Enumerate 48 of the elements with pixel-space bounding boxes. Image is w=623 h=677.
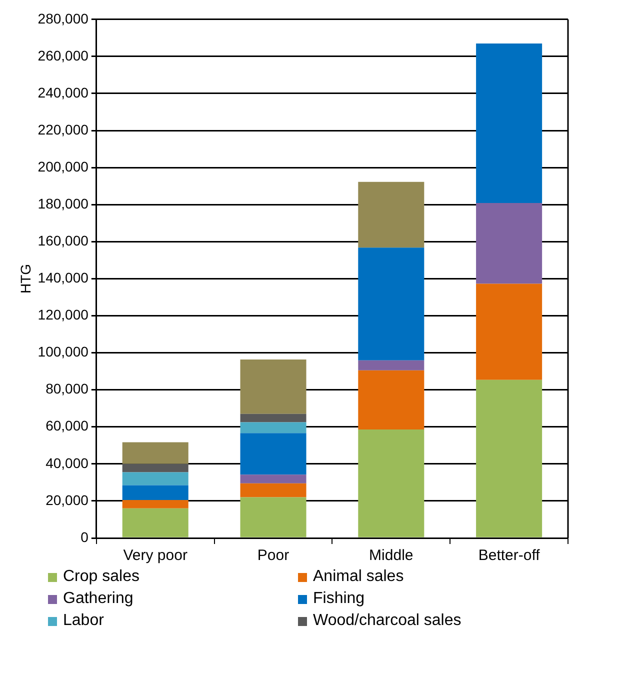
bar xyxy=(358,248,424,360)
y-tick-label: 220,000 xyxy=(38,121,89,138)
bar xyxy=(358,360,424,370)
bar xyxy=(358,429,424,538)
bar xyxy=(122,464,188,472)
bar xyxy=(476,43,542,203)
legend-label: Wood/charcoal sales xyxy=(313,612,462,630)
bar xyxy=(240,497,306,538)
y-tick-label: 160,000 xyxy=(38,232,89,249)
legend-label: Gathering xyxy=(63,590,134,608)
bar xyxy=(122,485,188,500)
y-tick-label: 240,000 xyxy=(38,84,89,100)
y-tick-label: 180,000 xyxy=(38,195,89,212)
bar xyxy=(358,370,424,430)
bar xyxy=(476,380,542,538)
bar xyxy=(240,359,306,414)
y-tick-label: 100,000 xyxy=(38,344,89,360)
x-tick-label: Middle xyxy=(369,547,414,564)
bar xyxy=(358,182,424,248)
bar xyxy=(122,500,188,508)
legend-label: Animal sales xyxy=(313,568,404,586)
y-tick-label: 280,000 xyxy=(38,10,89,26)
x-tick-label: Very poor xyxy=(123,547,188,564)
y-tick-label: 20,000 xyxy=(46,492,89,508)
bar xyxy=(240,474,306,484)
y-tick-label: 80,000 xyxy=(46,380,89,397)
bar xyxy=(122,508,188,538)
bar xyxy=(240,483,306,498)
y-tick-label: 200,000 xyxy=(38,158,89,174)
legend-label: Crop sales xyxy=(63,568,140,586)
y-tick-label: 60,000 xyxy=(46,418,89,434)
bar xyxy=(476,202,542,284)
y-tick-label: 40,000 xyxy=(46,454,89,471)
y-tick-label: 120,000 xyxy=(38,306,89,323)
y-tick-label: 140,000 xyxy=(38,270,89,286)
x-tick-label: Better-off xyxy=(478,547,541,564)
x-tick-label: Poor xyxy=(257,547,290,564)
bar xyxy=(122,472,188,486)
bar xyxy=(240,422,306,434)
bar xyxy=(240,414,306,422)
y-tick-label: 260,000 xyxy=(38,47,89,64)
y-axis-title: HTG xyxy=(17,264,34,294)
y-tick-label: 0 xyxy=(80,528,89,545)
bar xyxy=(240,433,306,475)
legend-label: Fishing xyxy=(313,590,365,608)
legend-label: Labor xyxy=(63,612,104,630)
bar xyxy=(476,284,542,380)
bar xyxy=(122,442,188,464)
